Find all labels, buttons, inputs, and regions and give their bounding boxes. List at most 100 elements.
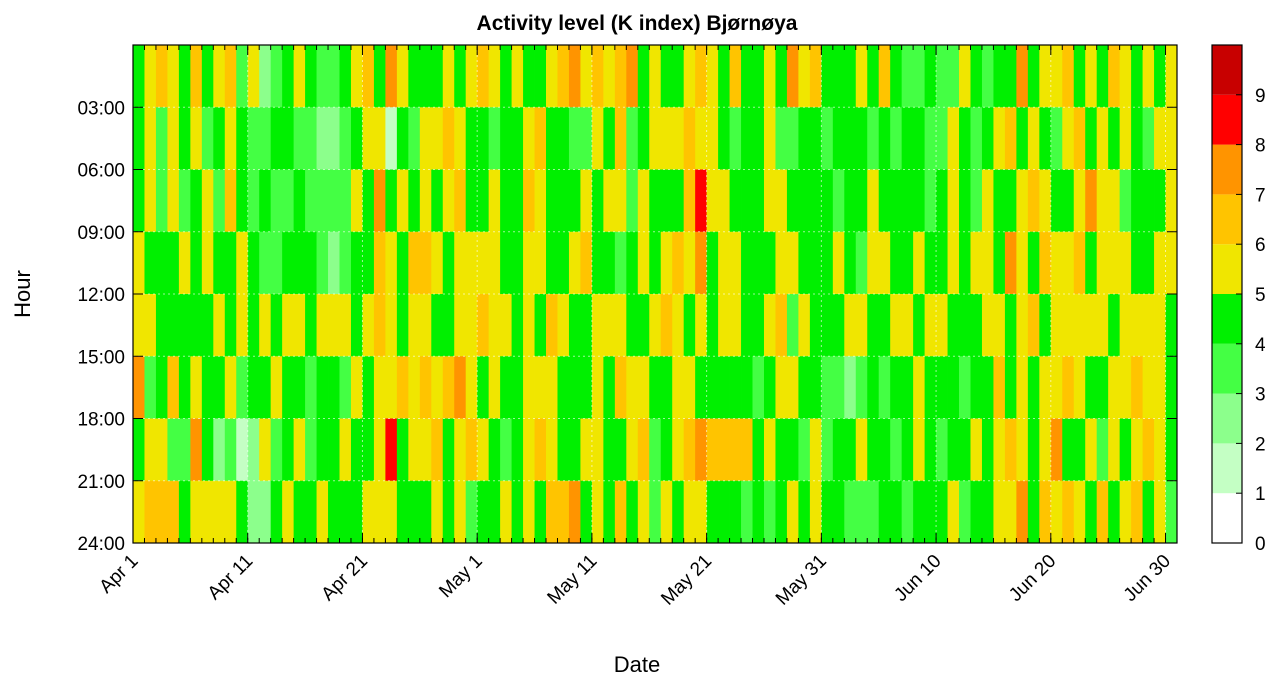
heatmap-cell: [1096, 418, 1109, 482]
heatmap-cell: [167, 45, 180, 108]
heatmap-cell: [959, 480, 971, 544]
heatmap-cell: [752, 107, 765, 170]
heatmap-cell: [270, 107, 283, 170]
heatmap-cell: [1004, 480, 1017, 544]
heatmap-cell: [224, 45, 237, 108]
heatmap-cell: [901, 356, 914, 419]
heatmap-cell: [1096, 480, 1109, 544]
heatmap-cell: [970, 231, 983, 295]
heatmap-cell: [224, 231, 237, 295]
heatmap-cell: [706, 356, 719, 419]
plot-frame: [132, 44, 1178, 544]
heatmap-cell: [144, 480, 157, 544]
heatmap-cell: [568, 480, 581, 544]
heatmap-cell: [1016, 107, 1029, 170]
heatmap-cell: [1004, 356, 1017, 419]
heatmap-cell: [1039, 356, 1052, 419]
heatmap-cell: [419, 294, 432, 357]
x-tick-label: Apr 11: [204, 551, 257, 604]
heatmap-cell: [763, 356, 776, 419]
heatmap-cell: [213, 480, 226, 544]
colorbar-band: [1212, 493, 1242, 543]
heatmap-cell: [178, 231, 191, 295]
heatmap-cell: [477, 169, 490, 233]
heatmap-cell: [786, 356, 799, 419]
heatmap-cell: [947, 231, 960, 295]
heatmap-cell: [167, 356, 180, 419]
heatmap-cell: [213, 169, 226, 233]
heatmap-cell: [1119, 45, 1132, 108]
heatmap-cell: [1073, 107, 1086, 170]
heatmap-cell: [741, 169, 753, 233]
heatmap-cell: [190, 418, 203, 482]
heatmap-cell: [201, 294, 214, 357]
heatmap-cell: [293, 45, 306, 108]
heatmap-cell: [247, 45, 260, 108]
heatmap-cell: [844, 107, 857, 170]
heatmap-cell: [454, 480, 467, 544]
heatmap-cell: [1096, 356, 1109, 419]
heatmap-cell: [190, 169, 203, 233]
heatmap-cell: [970, 480, 983, 544]
heatmap-cell: [786, 107, 799, 170]
heatmap-cell: [683, 480, 696, 544]
heatmap-cell: [1165, 356, 1178, 419]
heatmap-cell: [1154, 356, 1166, 419]
heatmap-cell: [981, 231, 994, 295]
heatmap-cell: [1108, 294, 1121, 357]
heatmap-cell: [1108, 45, 1121, 108]
heatmap-cell: [672, 480, 685, 544]
heatmap-cell: [339, 480, 352, 544]
heatmap-cell: [167, 418, 180, 482]
heatmap-cell: [350, 480, 363, 544]
heatmap-cell: [752, 480, 765, 544]
heatmap-cell: [683, 294, 696, 357]
heatmap-cell: [683, 45, 696, 108]
heatmap-cell: [1050, 231, 1063, 295]
heatmap-cell: [1108, 418, 1121, 482]
heatmap-cell: [970, 356, 983, 419]
heatmap-cell: [133, 294, 145, 357]
heatmap-cell: [844, 294, 857, 357]
y-tick-label: 21:00: [77, 472, 125, 493]
heatmap-cell: [339, 418, 352, 482]
heatmap-cell: [213, 356, 226, 419]
heatmap-cell: [821, 107, 834, 170]
heatmap-cell: [282, 169, 295, 233]
heatmap-cell: [672, 107, 685, 170]
heatmap-cell: [672, 356, 685, 419]
heatmap-cell: [924, 480, 937, 544]
heatmap-cell: [373, 45, 386, 108]
heatmap-cell: [500, 45, 512, 108]
heatmap-cell: [167, 107, 180, 170]
heatmap-cell: [981, 418, 994, 482]
heatmap-cell: [1027, 356, 1040, 419]
heatmap-cell: [247, 418, 260, 482]
heatmap-cell: [993, 169, 1006, 233]
heatmap-cell: [1062, 169, 1075, 233]
heatmap-cell: [798, 480, 811, 544]
heatmap-cell: [236, 231, 249, 295]
heatmap-cell: [1085, 231, 1098, 295]
heatmap-cell: [1050, 45, 1063, 108]
heatmap-cell: [523, 356, 535, 419]
heatmap-cell: [270, 356, 283, 419]
heatmap-cell: [981, 294, 994, 357]
heatmap-cell: [959, 294, 971, 357]
heatmap-cell: [649, 107, 662, 170]
heatmap-cell: [1131, 356, 1143, 419]
heatmap-cell: [809, 356, 822, 419]
heatmap-cell: [557, 356, 570, 419]
heatmap-cell: [718, 480, 730, 544]
heatmap-cell: [649, 480, 662, 544]
heatmap-cell: [591, 231, 604, 295]
heatmap-cell: [695, 294, 708, 357]
heatmap-cell: [488, 418, 501, 482]
heatmap-cell: [316, 231, 329, 295]
heatmap-cell: [1165, 418, 1178, 482]
heatmap-cell: [993, 418, 1006, 482]
heatmap-cell: [339, 231, 352, 295]
heatmap-cell: [305, 480, 317, 544]
heatmap-cell: [936, 294, 948, 357]
heatmap-cell: [683, 418, 696, 482]
